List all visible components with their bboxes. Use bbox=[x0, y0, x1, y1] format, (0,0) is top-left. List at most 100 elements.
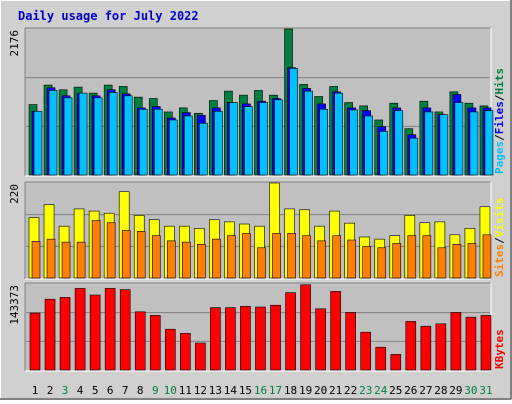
bar-pages-day-16 bbox=[259, 102, 268, 176]
bar-kbytes-day-18 bbox=[285, 292, 296, 371]
panel-visits-sites: 220 Sites/Visits bbox=[8, 181, 506, 280]
bar-sites-day-31 bbox=[482, 234, 492, 279]
bar-sites-day-16 bbox=[257, 247, 266, 279]
bar-sites-day-26 bbox=[407, 235, 417, 279]
bar-sites-day-29 bbox=[452, 244, 462, 279]
chart-title: Daily usage for July 2022 bbox=[18, 9, 199, 23]
bar-sites-day-30 bbox=[467, 243, 477, 279]
bar-kbytes-day-4 bbox=[74, 288, 86, 371]
bar-sites-day-6 bbox=[106, 222, 116, 279]
bar-pages-day-15 bbox=[244, 106, 253, 176]
x-tick-label: 11 bbox=[179, 384, 192, 397]
bar-pages-day-27 bbox=[424, 111, 434, 176]
y-max-label: 220 bbox=[8, 184, 21, 204]
legend-label: / bbox=[493, 94, 506, 101]
bar-pages-day-7 bbox=[123, 95, 133, 176]
bar-sites-day-20 bbox=[317, 240, 326, 279]
x-tick-label: 7 bbox=[122, 384, 129, 397]
x-tick-label: 9 bbox=[152, 384, 159, 397]
x-tick-label: 26 bbox=[404, 384, 417, 397]
bar-sites-day-1 bbox=[31, 240, 41, 279]
bar-pages-day-1 bbox=[33, 110, 43, 176]
y-max-label: 143373 bbox=[8, 285, 21, 325]
bar-pages-day-21 bbox=[334, 92, 343, 176]
bar-kbytes-day-20 bbox=[315, 308, 326, 371]
x-tick-label: 1 bbox=[32, 384, 39, 397]
bar-pages-day-10 bbox=[168, 119, 178, 176]
bar-pages-day-19 bbox=[304, 90, 313, 176]
bar-kbytes-day-12 bbox=[195, 342, 206, 371]
bar-sites-day-22 bbox=[347, 239, 356, 279]
x-tick-label: 22 bbox=[344, 384, 357, 397]
bar-pages-day-9 bbox=[153, 108, 163, 176]
bar-sites-day-3 bbox=[61, 241, 71, 279]
bar-pages-day-28 bbox=[439, 114, 449, 176]
bar-kbytes-day-24 bbox=[375, 346, 387, 371]
bar-kbytes-day-13 bbox=[210, 307, 221, 371]
panel-kbytes: 143373 KBytes bbox=[8, 282, 506, 372]
bar-kbytes-day-28 bbox=[435, 323, 447, 371]
legend-label: Files bbox=[493, 101, 506, 134]
bar-sites-day-9 bbox=[151, 235, 161, 279]
bar-pages-day-23 bbox=[364, 115, 374, 176]
x-tick-label: 31 bbox=[479, 384, 492, 397]
bar-sites-day-17 bbox=[272, 233, 281, 279]
bar-sites-day-11 bbox=[182, 241, 191, 279]
legend-label: / bbox=[493, 134, 506, 141]
bar-sites-day-23 bbox=[362, 246, 372, 279]
x-tick-label: 15 bbox=[239, 384, 252, 397]
bar-kbytes-day-17 bbox=[270, 304, 281, 371]
x-tick-label: 29 bbox=[449, 384, 462, 397]
bar-kbytes-day-27 bbox=[420, 325, 432, 371]
bar-kbytes-day-8 bbox=[134, 311, 146, 371]
x-tick-label: 5 bbox=[92, 384, 99, 397]
bar-pages-day-12 bbox=[199, 123, 208, 176]
bar-pages-day-3 bbox=[63, 97, 73, 176]
x-tick-label: 16 bbox=[254, 384, 267, 397]
x-tick-label: 18 bbox=[284, 384, 297, 397]
x-tick-label: 10 bbox=[164, 384, 177, 397]
bar-kbytes-day-10 bbox=[164, 328, 176, 371]
bar-kbytes-day-21 bbox=[330, 291, 341, 371]
bar-sites-day-28 bbox=[437, 247, 447, 279]
bar-pages-day-29 bbox=[454, 102, 464, 176]
bar-pages-day-18 bbox=[289, 68, 298, 176]
x-tick-label: 27 bbox=[419, 384, 432, 397]
legend-label: Hits bbox=[493, 68, 506, 95]
series-legend: Pages/Files/Hits bbox=[493, 68, 506, 174]
bar-pages-day-8 bbox=[138, 108, 148, 176]
bar-sites-day-21 bbox=[332, 235, 341, 279]
x-tick-label: 24 bbox=[374, 384, 388, 397]
bar-sites-day-27 bbox=[422, 235, 432, 279]
bar-kbytes-day-1 bbox=[29, 312, 41, 371]
bar-sites-day-4 bbox=[76, 241, 86, 279]
bar-sites-day-2 bbox=[46, 238, 56, 279]
bar-sites-day-18 bbox=[287, 233, 296, 279]
bar-kbytes-day-22 bbox=[345, 312, 356, 371]
bar-pages-day-17 bbox=[274, 99, 283, 176]
legend-label: KBytes bbox=[493, 329, 506, 369]
bar-kbytes-day-31 bbox=[480, 315, 492, 371]
bar-kbytes-day-6 bbox=[104, 288, 116, 371]
x-tick-label: 12 bbox=[194, 384, 207, 397]
x-tick-label: 14 bbox=[224, 384, 238, 397]
x-tick-label: 13 bbox=[209, 384, 222, 397]
bar-pages-day-24 bbox=[379, 131, 389, 176]
legend-label: Pages bbox=[493, 141, 506, 174]
bar-pages-day-14 bbox=[229, 102, 238, 176]
bar-sites-day-15 bbox=[242, 233, 251, 279]
bar-kbytes-day-5 bbox=[89, 294, 101, 371]
x-tick-label: 21 bbox=[329, 384, 342, 397]
bar-kbytes-day-19 bbox=[300, 284, 311, 371]
bar-kbytes-day-9 bbox=[149, 315, 161, 371]
y-max-label: 2176 bbox=[8, 30, 21, 57]
bar-kbytes-day-11 bbox=[180, 333, 191, 371]
x-tick-label: 17 bbox=[269, 384, 282, 397]
bar-pages-day-26 bbox=[409, 137, 419, 176]
bar-kbytes-day-3 bbox=[59, 297, 71, 371]
bar-sites-day-19 bbox=[302, 235, 311, 279]
bar-kbytes-day-14 bbox=[225, 307, 236, 371]
